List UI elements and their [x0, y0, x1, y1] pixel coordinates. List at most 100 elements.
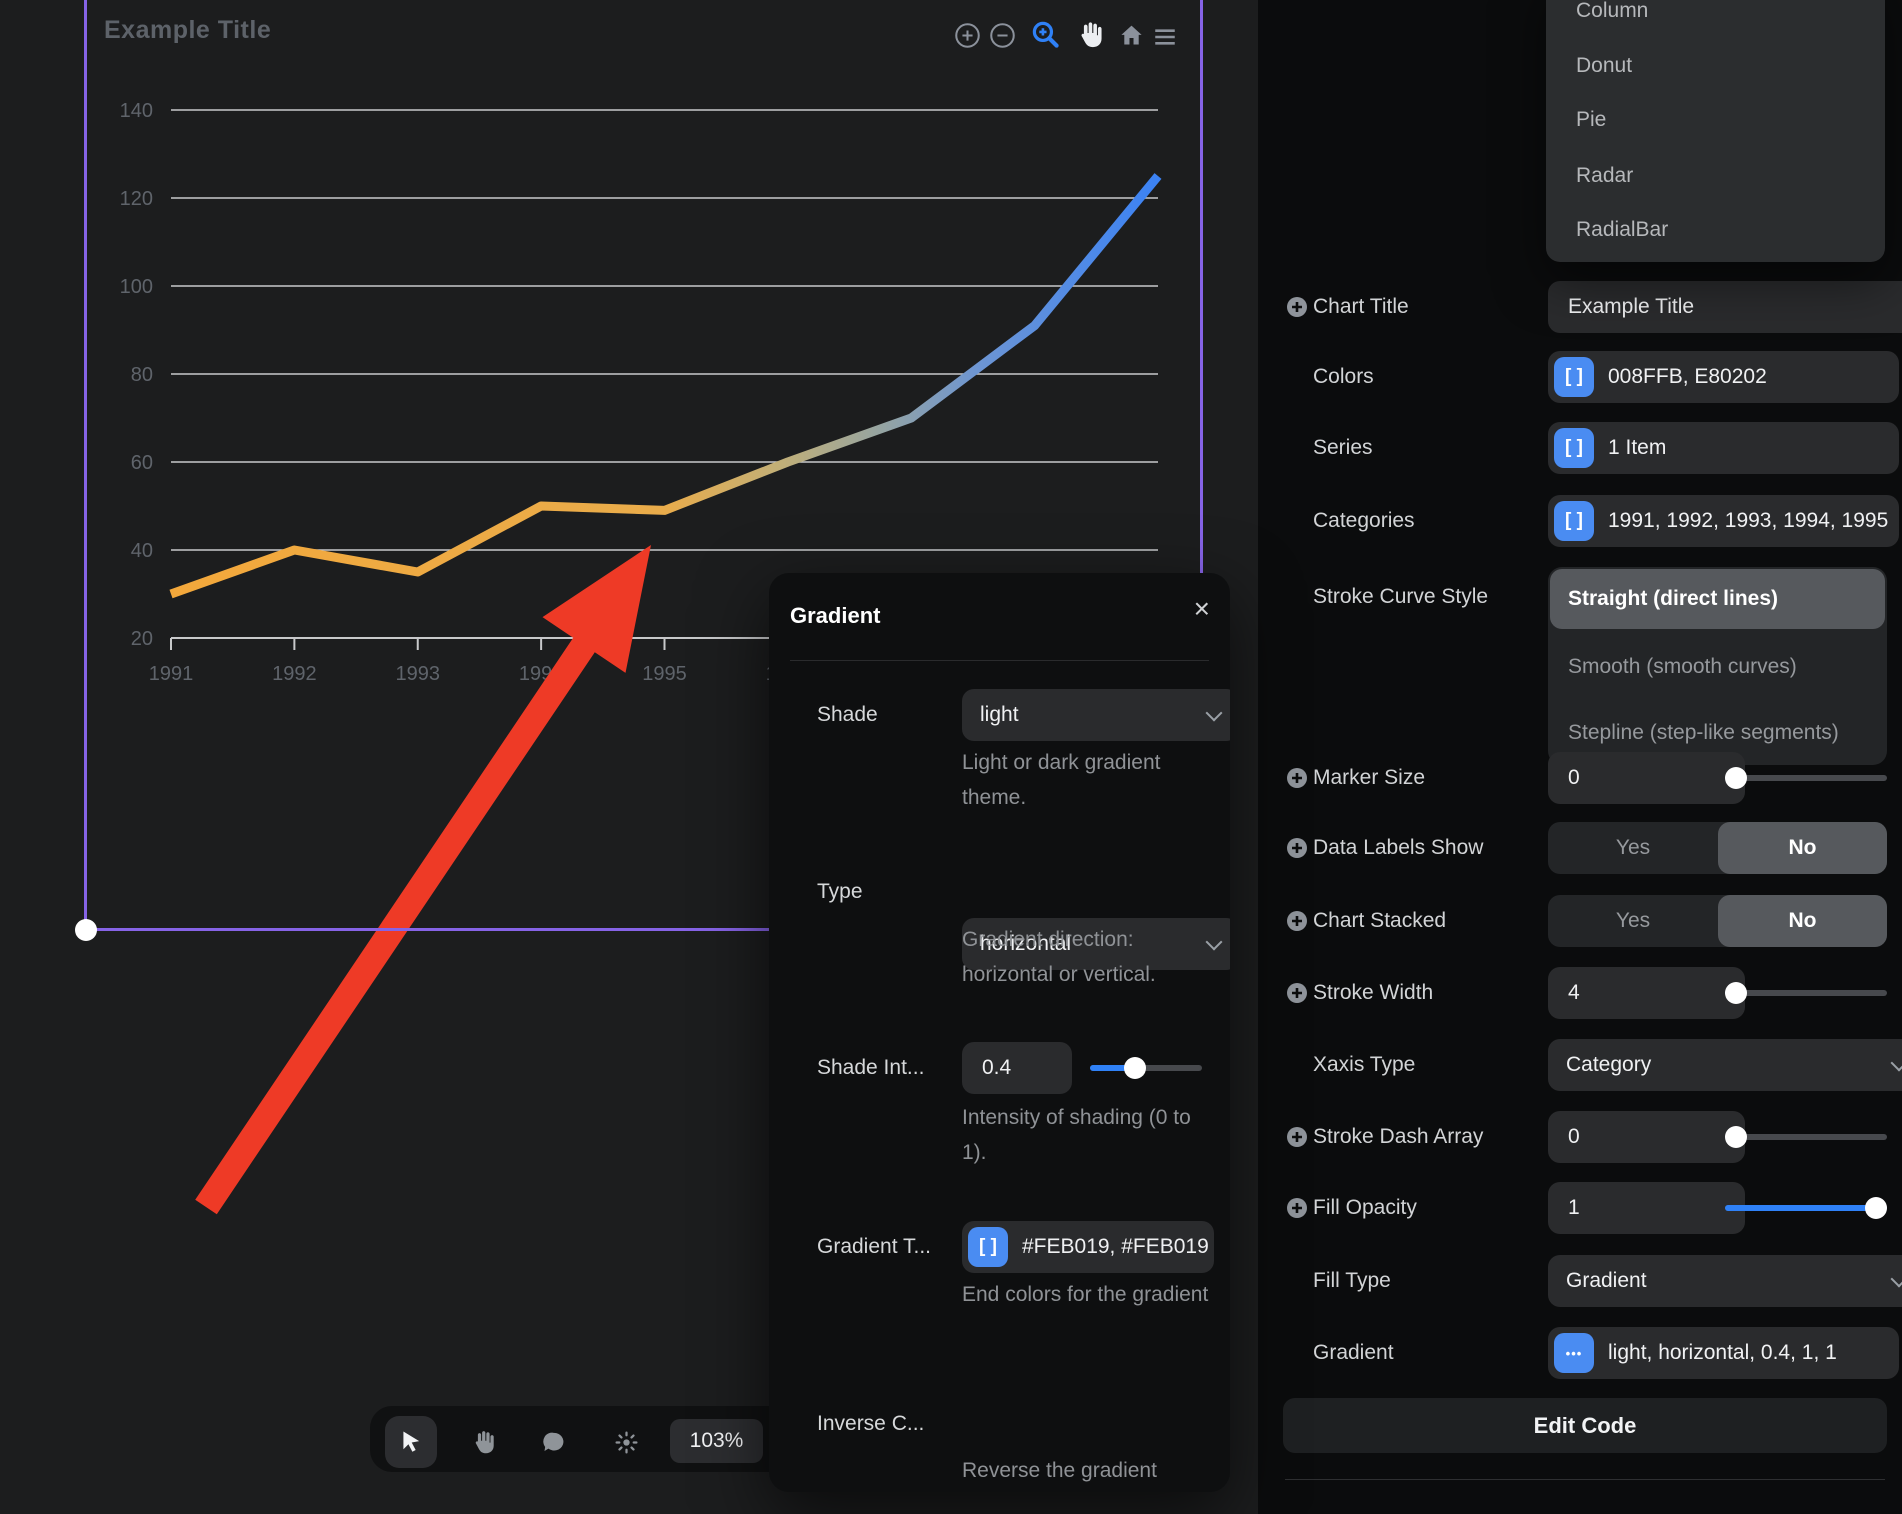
- gradient-to-value: #FEB019, #FEB019: [1022, 1235, 1209, 1258]
- toggle-no[interactable]: No: [1718, 895, 1887, 947]
- shade-intensity-input[interactable]: 0.4: [962, 1042, 1072, 1094]
- add-icon[interactable]: [1286, 296, 1308, 318]
- svg-text:100: 100: [120, 276, 153, 298]
- array-icon: [ ]: [1554, 428, 1594, 468]
- fill-type-value: Gradient: [1566, 1269, 1647, 1292]
- chevron-down-icon: [1890, 1054, 1902, 1072]
- type-select[interactable]: horizontal: [962, 918, 1230, 970]
- brightness-tool-button[interactable]: [604, 1416, 648, 1468]
- svg-text:40: 40: [131, 540, 153, 562]
- gradient-to-label: Gradient T...: [817, 1235, 932, 1258]
- stroke-dash-array-slider[interactable]: [1725, 1126, 1887, 1148]
- fill-opacity-input[interactable]: 1: [1548, 1182, 1745, 1234]
- gradient-to-help: End colors for the gradient: [962, 1283, 1209, 1306]
- series-label: Series: [1313, 436, 1373, 459]
- array-icon: [ ]: [968, 1227, 1008, 1267]
- menu-item-donut[interactable]: Donut: [1576, 54, 1633, 77]
- popup-title: Gradient: [790, 603, 881, 628]
- xaxis-type-value: Category: [1566, 1053, 1652, 1076]
- stroke-width-slider[interactable]: [1725, 982, 1887, 1004]
- comment-icon: [542, 1432, 563, 1451]
- cursor-tool-button[interactable]: [385, 1416, 437, 1468]
- categories-label: Categories: [1313, 509, 1415, 532]
- toggle-no[interactable]: No: [1718, 822, 1887, 874]
- shade-intensity-label: Shade Int...: [817, 1056, 925, 1079]
- shade-select[interactable]: light: [962, 689, 1230, 741]
- svg-text:60: 60: [131, 452, 153, 474]
- fill-type-select[interactable]: Gradient: [1548, 1255, 1902, 1307]
- shade-value: light: [980, 703, 1019, 726]
- add-icon[interactable]: [1286, 910, 1308, 932]
- hand-tool-button[interactable]: [460, 1416, 504, 1468]
- data-labels-toggle: Yes No: [1548, 822, 1887, 874]
- canvas-toolbar: 103%: [370, 1406, 810, 1472]
- add-icon[interactable]: [1286, 1126, 1308, 1148]
- xaxis-type-label: Xaxis Type: [1313, 1053, 1416, 1076]
- marker-size-input[interactable]: 0: [1548, 752, 1745, 804]
- fill-opacity-value: 1: [1568, 1196, 1580, 1219]
- toggle-yes[interactable]: Yes: [1615, 836, 1651, 859]
- zoom-level-indicator[interactable]: 103%: [670, 1419, 763, 1463]
- menu-item-radar[interactable]: Radar: [1576, 164, 1634, 187]
- add-icon[interactable]: [1286, 767, 1308, 789]
- stroke-curve-style-label: Stroke Curve Style: [1313, 585, 1489, 608]
- curve-option-stepline[interactable]: Stepline (step-like segments): [1568, 721, 1839, 744]
- add-icon[interactable]: [1286, 1197, 1308, 1219]
- categories-field[interactable]: [ ] 1991, 1992, 1993, 1994, 1995: [1548, 495, 1899, 547]
- gradient-to-field[interactable]: [ ] #FEB019, #FEB019: [962, 1221, 1214, 1273]
- edit-code-button[interactable]: Edit Code: [1283, 1398, 1887, 1453]
- gradient-field[interactable]: ••• light, horizontal, 0.4, 1, 1: [1548, 1327, 1899, 1379]
- annotation-arrow: [195, 545, 651, 1215]
- inverse-colors-label: Inverse C...: [817, 1412, 925, 1435]
- menu-icon[interactable]: [1152, 24, 1178, 55]
- svg-text:1991: 1991: [149, 663, 194, 685]
- stroke-dash-array-input[interactable]: 0: [1548, 1111, 1745, 1163]
- type-value: horizontal: [980, 932, 1072, 955]
- chart-title-on-canvas: Example Title: [104, 16, 272, 44]
- slider-thumb[interactable]: [1123, 1057, 1146, 1079]
- chart-title-value: Example Title: [1568, 295, 1695, 318]
- stroke-width-input[interactable]: 4: [1548, 967, 1745, 1019]
- shade-label: Shade: [817, 703, 878, 726]
- comment-tool-button[interactable]: [531, 1416, 575, 1468]
- colors-value: 008FFB, E80202: [1608, 365, 1767, 388]
- chart-title-input[interactable]: Example Title: [1548, 281, 1902, 333]
- stroke-width-value: 4: [1568, 981, 1580, 1004]
- curve-option-smooth[interactable]: Smooth (smooth curves): [1568, 655, 1797, 678]
- toggle-yes[interactable]: Yes: [1615, 909, 1651, 932]
- type-label: Type: [817, 880, 863, 903]
- menu-item-pie[interactable]: Pie: [1576, 108, 1607, 131]
- shade-intensity-slider[interactable]: [1090, 1057, 1202, 1079]
- series-field[interactable]: [ ] 1 Item: [1548, 422, 1899, 474]
- close-icon[interactable]: ×: [1193, 593, 1210, 624]
- selection-zoom-icon[interactable]: [1030, 19, 1061, 55]
- menu-item-radialbar[interactable]: RadialBar: [1576, 218, 1669, 241]
- chart-type-menu: Column Donut Pie Radar RadialBar: [1546, 0, 1885, 262]
- home-icon[interactable]: [1118, 22, 1145, 54]
- svg-text:1992: 1992: [272, 663, 317, 685]
- xaxis-type-select[interactable]: Category: [1548, 1039, 1902, 1091]
- add-icon[interactable]: [1286, 982, 1308, 1004]
- menu-item-column[interactable]: Column: [1576, 0, 1649, 22]
- slider-thumb[interactable]: [1865, 1197, 1887, 1219]
- shade-help: Light or dark gradient theme.: [962, 751, 1161, 809]
- slider-thumb[interactable]: [1725, 982, 1747, 1004]
- pan-hand-icon[interactable]: [1074, 20, 1103, 54]
- add-icon[interactable]: [1286, 837, 1308, 859]
- chart-stacked-label: Chart Stacked: [1313, 909, 1447, 932]
- slider-thumb[interactable]: [1725, 767, 1747, 789]
- svg-text:80: 80: [131, 364, 153, 386]
- type-help: Gradient direction: horizontal or vertic…: [962, 928, 1156, 986]
- zoom-out-icon[interactable]: [989, 22, 1016, 54]
- marker-size-slider[interactable]: [1725, 767, 1887, 789]
- chart-title-label: Chart Title: [1313, 295, 1409, 318]
- fill-opacity-slider[interactable]: [1725, 1197, 1887, 1219]
- zoom-in-icon[interactable]: [954, 22, 981, 54]
- selection-resize-handle[interactable]: [75, 919, 97, 941]
- colors-field[interactable]: [ ] 008FFB, E80202: [1548, 351, 1899, 403]
- stroke-width-label: Stroke Width: [1313, 981, 1434, 1004]
- slider-thumb[interactable]: [1725, 1126, 1747, 1148]
- array-icon: [ ]: [1554, 501, 1594, 541]
- gradient-label: Gradient: [1313, 1341, 1394, 1364]
- curve-option-straight[interactable]: Straight (direct lines): [1550, 569, 1885, 629]
